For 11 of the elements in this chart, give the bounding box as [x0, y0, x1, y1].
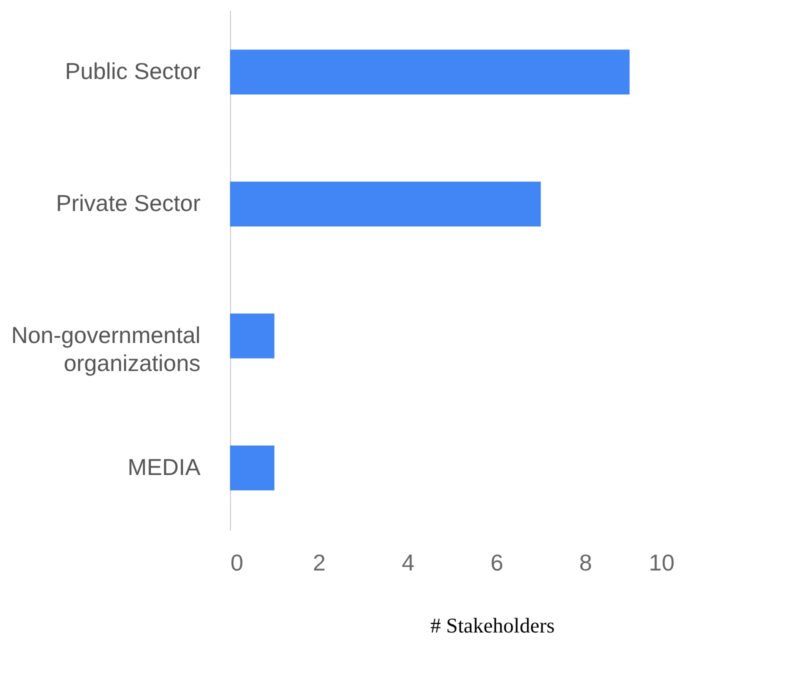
x-tick-label: 2 [312, 550, 326, 576]
x-tick-label: 6 [490, 550, 504, 576]
x-tick-label: 0 [230, 550, 244, 576]
y-tick-label: Private Sector [56, 190, 201, 216]
x-axis-title: # Stakeholders [430, 614, 555, 638]
y-tick-label: Non-governmental organizations [11, 322, 200, 376]
x-tick-label: 10 [648, 550, 674, 576]
x-tick-label: 4 [402, 550, 415, 576]
y-tick-label: MEDIA [128, 454, 202, 480]
y-tick-label: Public Sector [64, 58, 201, 84]
x-tick-label: 8 [579, 550, 592, 576]
